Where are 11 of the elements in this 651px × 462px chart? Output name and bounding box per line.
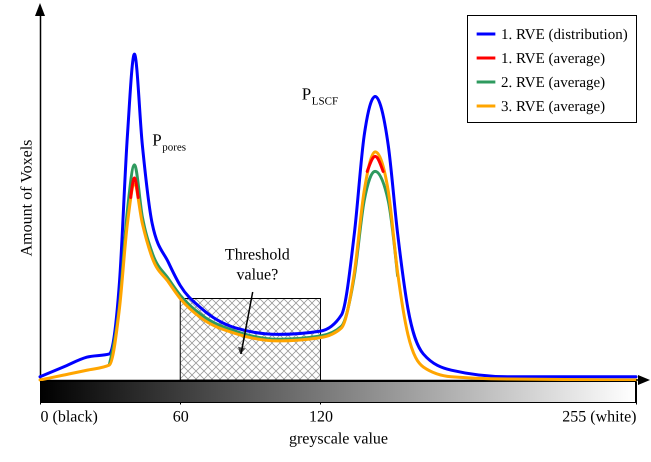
- annotation: Threshold value?: [224, 246, 290, 284]
- x-tick-label: 0 (black): [40, 408, 98, 426]
- x-tick-label: 255 (white): [562, 408, 636, 426]
- y-axis-title: Amount of Voxels: [18, 140, 36, 256]
- legend-label: 2. RVE (average): [501, 75, 606, 91]
- x-axis-title: greyscale value: [288, 430, 388, 448]
- x-tick-label: 60: [172, 408, 189, 426]
- legend-label: 1. RVE (distribution): [501, 27, 628, 43]
- legend-label: 1. RVE (average): [501, 51, 606, 67]
- legend-label: 3. RVE (average): [501, 99, 606, 115]
- x-tick-label: 120: [308, 408, 333, 426]
